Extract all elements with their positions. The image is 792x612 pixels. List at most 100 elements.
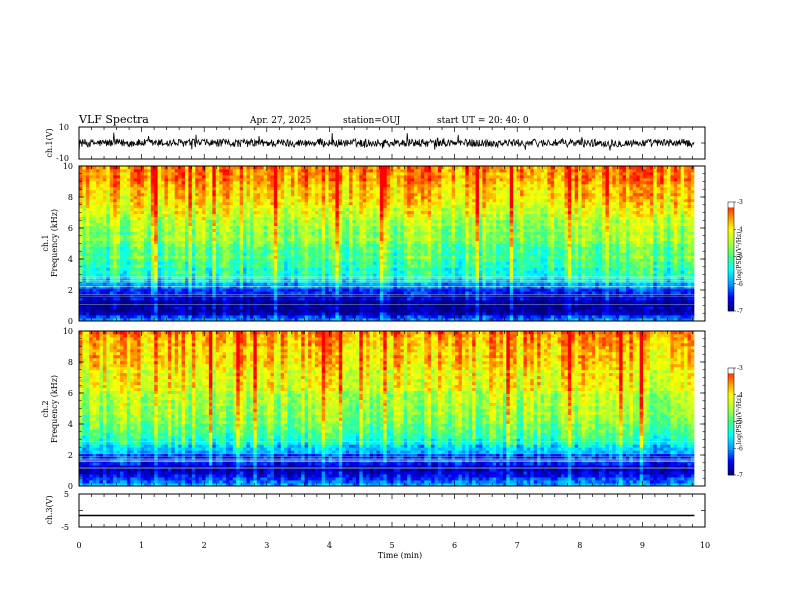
ch1-spec-cell bbox=[85, 288, 90, 292]
ch1-spec-cell bbox=[564, 288, 569, 292]
ch1-spec-cell bbox=[167, 258, 172, 262]
ch1-spec-cell bbox=[584, 291, 589, 295]
ch1-spec-cell bbox=[434, 297, 439, 301]
ch1-spec-cell bbox=[79, 279, 83, 283]
ch1-spec-cell bbox=[410, 279, 415, 283]
ch1-spec-cell bbox=[386, 273, 391, 277]
ch1-spec-cell bbox=[140, 243, 145, 247]
ch1-spec-cell bbox=[236, 318, 241, 322]
ch1-spec-cell bbox=[246, 276, 251, 280]
ch1-spec-cell bbox=[680, 261, 685, 265]
ch1-spec-cell bbox=[130, 279, 135, 283]
ch1-spec-cell bbox=[602, 297, 606, 301]
ch1-spec-cell bbox=[126, 273, 131, 277]
ch1-spec-cell bbox=[184, 243, 189, 247]
ch1-spec-cell bbox=[116, 270, 121, 274]
ch1-spec-cell bbox=[403, 318, 408, 322]
ch1-spec-cell bbox=[215, 279, 220, 283]
ch1-spec-cell bbox=[157, 246, 162, 250]
ch1-spec-cell bbox=[591, 243, 596, 247]
ch1-spec-cell bbox=[178, 279, 182, 283]
ch1-spec-cell bbox=[547, 255, 552, 259]
ch1-spec-cell bbox=[547, 300, 552, 304]
ch1-spec-cell bbox=[591, 261, 596, 265]
ch1-spec-cell bbox=[687, 240, 692, 244]
ch1-spec-cell bbox=[437, 252, 442, 256]
ch1-spec-cell bbox=[113, 249, 118, 253]
ch1-spec-cell bbox=[99, 279, 104, 283]
ch1-spec-cell bbox=[226, 312, 230, 316]
ch1-spec-cell bbox=[526, 309, 531, 313]
ch1-spec-cell bbox=[362, 315, 367, 319]
ch1-spec-cell bbox=[407, 294, 412, 298]
ch1-spec-cell bbox=[130, 297, 135, 301]
ch1-spec-cell bbox=[629, 240, 634, 244]
ch1-spec-cell bbox=[598, 282, 603, 286]
ch1-spec-cell bbox=[331, 240, 336, 244]
ch1-spec-cell bbox=[564, 297, 569, 301]
ch1-spec-cell bbox=[468, 246, 473, 250]
ch1-spec-cell bbox=[417, 294, 422, 298]
ch1-spec-cell bbox=[239, 279, 244, 283]
ch1-spec-cell bbox=[431, 246, 435, 250]
ch1-spec-cell bbox=[468, 258, 473, 262]
ch1-spec-cell bbox=[410, 291, 415, 295]
ch1-spec-cell bbox=[215, 318, 220, 322]
ch1-spec-cell bbox=[516, 240, 521, 244]
ch1-spec-cell bbox=[431, 276, 435, 280]
ch1-spec-cell bbox=[608, 261, 613, 265]
ch1-spec-cell bbox=[489, 255, 494, 259]
ch1-spec-cell bbox=[513, 270, 517, 274]
ch1-spec-cell bbox=[513, 252, 517, 256]
ch1-spec-cell bbox=[537, 273, 541, 277]
ch1-spec-cell bbox=[499, 300, 504, 304]
ch1-spec-cell bbox=[608, 297, 613, 301]
ch1-spec-cell bbox=[202, 243, 206, 247]
ch1-spec-cell bbox=[92, 282, 97, 286]
ch1-spec-cell bbox=[140, 240, 145, 244]
ch1-spec-cell bbox=[297, 276, 302, 280]
ch1-spec-cell bbox=[465, 315, 470, 319]
ch1-spec-cell bbox=[219, 297, 223, 301]
ch1-spec-cell bbox=[687, 282, 692, 286]
ch1-spec-cell bbox=[284, 264, 288, 268]
ch1-spec-cell bbox=[301, 297, 306, 301]
ch1-spec-cell bbox=[379, 249, 384, 253]
ch1-spec-cell bbox=[99, 273, 104, 277]
ch1-spec-cell bbox=[478, 291, 483, 295]
ch1-spec-cell bbox=[311, 261, 316, 265]
ch1-spec-cell bbox=[212, 288, 217, 292]
ch1-spec-cell bbox=[174, 261, 179, 265]
ch1-spec-cell bbox=[622, 258, 627, 262]
ch1-spec-cell bbox=[417, 258, 422, 262]
ch1-spec-cell bbox=[499, 261, 504, 265]
ch1-spec-cell bbox=[92, 246, 97, 250]
ch1-spec-cell bbox=[297, 294, 302, 298]
ch1-spec-cell bbox=[215, 264, 220, 268]
ch1-spec-cell bbox=[540, 243, 545, 247]
ch1-spec-cell bbox=[290, 243, 295, 247]
ch1-spec-cell bbox=[150, 255, 155, 259]
ch1-spec-cell bbox=[174, 246, 179, 250]
ch1-spec-cell bbox=[673, 276, 678, 280]
ch1-spec-cell bbox=[123, 297, 128, 301]
ch1-spec-cell bbox=[113, 270, 118, 274]
ch1-spec-cell bbox=[492, 264, 497, 268]
ch1-spec-cell bbox=[550, 318, 555, 322]
ch1-spec-cell bbox=[472, 246, 476, 250]
ch1-spec-cell bbox=[338, 270, 343, 274]
ch1-spec-cell bbox=[212, 261, 217, 265]
ch1-spec-cell bbox=[243, 267, 247, 271]
ch1-spec-cell bbox=[349, 264, 353, 268]
ch1-spec-cell bbox=[557, 243, 562, 247]
ch1-spec-cell bbox=[79, 294, 83, 298]
ch1-spec-cell bbox=[567, 300, 572, 304]
ch1-spec-cell bbox=[400, 270, 405, 274]
ch1-spec-cell bbox=[89, 240, 94, 244]
ch1-spec-cell bbox=[198, 264, 203, 268]
ch1-spec-cell bbox=[581, 300, 586, 304]
ch1-spec-cell bbox=[325, 315, 329, 319]
ch1-spec-cell bbox=[263, 279, 268, 283]
ch1-spec-cell bbox=[82, 243, 87, 247]
ch1-spec-cell bbox=[550, 246, 555, 250]
